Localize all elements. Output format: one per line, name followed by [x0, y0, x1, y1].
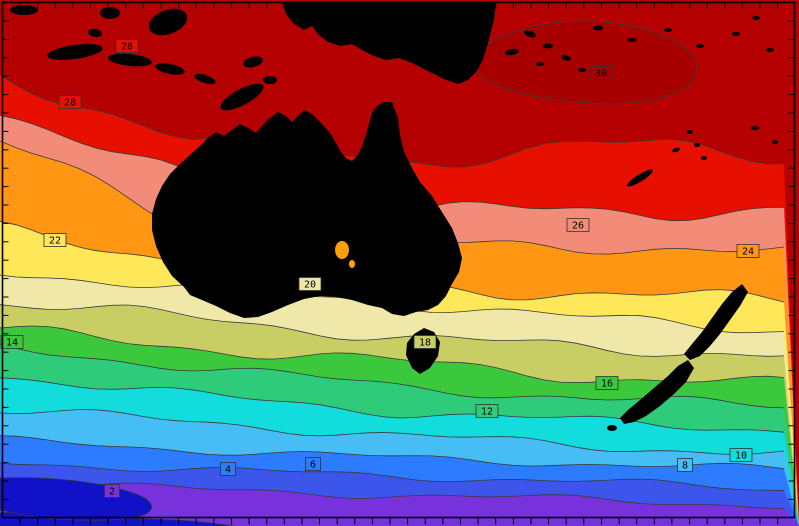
landmass-new-guinea — [282, 2, 496, 84]
landmass-island — [561, 55, 571, 61]
landmass-island — [194, 73, 216, 85]
landmass-island — [100, 7, 120, 19]
contour-label: 26 — [566, 218, 590, 232]
inland-lake-small — [349, 260, 355, 268]
contour-label: 20 — [298, 277, 322, 291]
contour-label: 14 — [0, 335, 24, 349]
inland-lake — [335, 241, 349, 259]
landmass-island — [772, 140, 778, 144]
landmass-island — [687, 130, 693, 134]
svg-text:2: 2 — [109, 487, 115, 498]
contour-line-10 — [0, 409, 785, 455]
landmass-island — [696, 44, 704, 48]
contour-line-12 — [0, 377, 785, 433]
svg-text:28: 28 — [64, 98, 76, 109]
landmass-island — [88, 28, 102, 38]
svg-text:10: 10 — [735, 451, 747, 462]
contour-label: 10 — [729, 448, 753, 462]
landmass-island — [732, 32, 740, 36]
contour-line-18 — [0, 304, 785, 357]
contour-label: 18 — [413, 335, 437, 349]
landmass-island — [593, 25, 603, 31]
contour-label: 28 — [115, 39, 139, 53]
landmass-island — [627, 169, 653, 187]
landmass-island — [578, 68, 586, 72]
landmass-island — [243, 56, 263, 68]
contour-label: 22 — [43, 233, 67, 247]
svg-text:6: 6 — [310, 460, 316, 471]
svg-text:22: 22 — [49, 236, 61, 247]
svg-text:4: 4 — [225, 465, 231, 476]
landmass-island — [694, 143, 700, 147]
landmass-new-zealand-south-island — [620, 360, 694, 424]
svg-text:20: 20 — [304, 280, 316, 291]
landmass-island — [155, 63, 185, 75]
band-2-4 — [0, 481, 799, 526]
contour-label: 4 — [220, 462, 236, 476]
landmass-island — [47, 44, 103, 60]
svg-text:14: 14 — [6, 338, 18, 349]
contour-label: 16 — [595, 376, 619, 390]
contour-label: 28 — [58, 95, 82, 109]
contour-label: 6 — [305, 457, 321, 471]
contour-line-6 — [0, 462, 785, 491]
contour-label: 24 — [736, 244, 760, 258]
landmass-australia — [152, 102, 462, 318]
contour-label: 30 — [589, 66, 613, 80]
contour-line-4 — [0, 481, 785, 509]
landmass-island — [505, 48, 519, 56]
contour-label: 2 — [104, 484, 120, 498]
svg-text:28: 28 — [121, 42, 133, 53]
landmass-island — [10, 5, 38, 15]
contour-label: 8 — [677, 458, 693, 472]
landmass-new-zealand-north-island — [684, 284, 748, 360]
landmass-island — [148, 8, 188, 36]
svg-text:16: 16 — [601, 379, 613, 390]
svg-text:12: 12 — [481, 407, 493, 418]
landmass-island — [664, 28, 672, 32]
landmass-island — [543, 43, 553, 49]
svg-text:18: 18 — [419, 338, 431, 349]
landmass-island — [108, 53, 152, 67]
landmass-island — [536, 62, 544, 66]
landmass-island — [524, 30, 536, 38]
landmass-island — [751, 126, 759, 130]
landmass-island — [263, 76, 277, 84]
svg-text:26: 26 — [572, 221, 584, 232]
contour-line-16 — [0, 325, 785, 384]
contour-line-30 — [469, 20, 698, 105]
landmass-island — [607, 425, 617, 431]
landmass-island — [672, 147, 680, 153]
landmass-island — [766, 48, 774, 52]
landmass-island — [220, 83, 264, 111]
landmass-island — [752, 16, 760, 20]
landmass-island — [628, 38, 636, 42]
svg-text:8: 8 — [682, 461, 688, 472]
svg-text:24: 24 — [742, 247, 754, 258]
contour-line-8 — [0, 435, 785, 470]
landmass-island — [701, 156, 707, 160]
contour-label: 12 — [475, 404, 499, 418]
svg-text:30: 30 — [595, 69, 607, 80]
